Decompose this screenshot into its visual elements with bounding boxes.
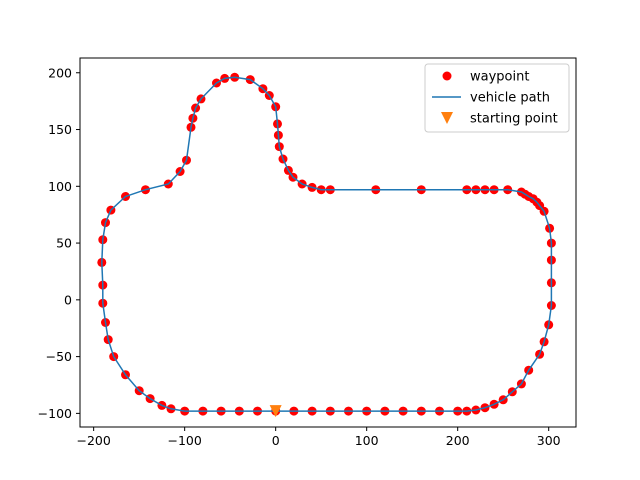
starting-point-marker [269,405,282,418]
plot-area [97,72,556,418]
y-tick-label: 50 [56,236,72,251]
y-tick-label: 150 [48,122,72,137]
legend-box [424,63,570,133]
legend-start-marker [441,112,453,124]
legend-path-label: vehicle path [470,91,550,106]
x-tick-label: 200 [446,433,470,448]
legend: waypoint vehicle path starting point [424,63,570,133]
axis-ticks: −200 −100 0 100 200 300 −100 −50 0 50 100 150 200 [38,65,561,448]
y-tick-label: −100 [38,406,72,421]
legend-waypoint-marker [442,71,452,81]
x-tick-label: 0 [272,433,280,448]
legend-waypoint-label: waypoint [470,70,529,85]
x-tick-label: 300 [537,433,561,448]
y-tick-label: 200 [48,65,72,80]
axes-frame [79,57,577,428]
y-tick-label: −50 [46,349,72,364]
x-tick-label: −100 [167,433,201,448]
y-tick-label: 0 [64,292,72,307]
x-tick-label: −200 [76,433,110,448]
legend-start-label: starting point [470,112,558,127]
x-tick-label: 100 [355,433,379,448]
vehicle-path-line [101,76,553,412]
y-tick-label: 100 [48,179,72,194]
